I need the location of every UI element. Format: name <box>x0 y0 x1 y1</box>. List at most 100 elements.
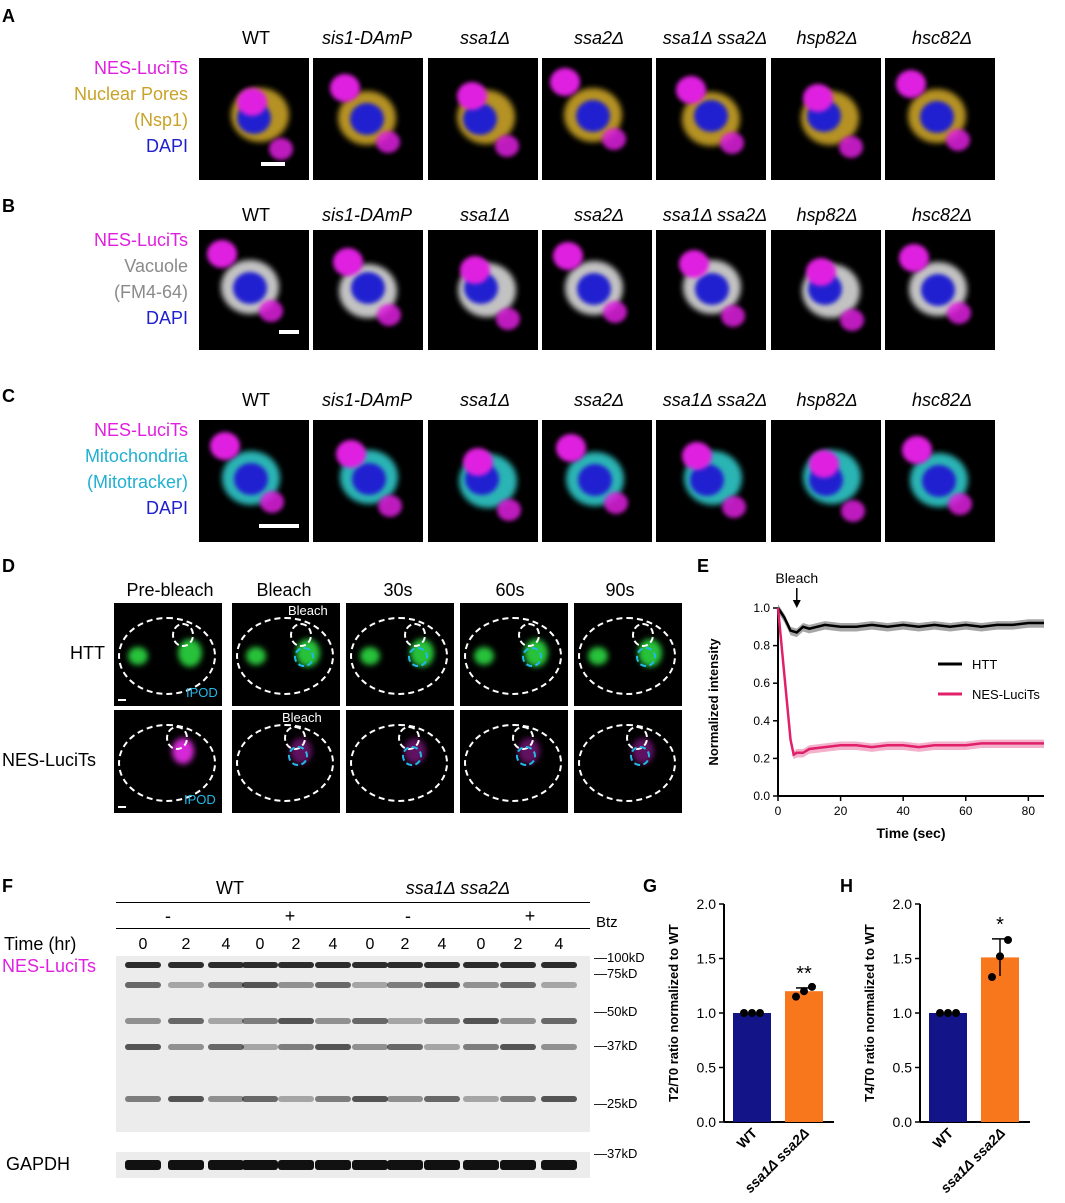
y-tick-label: 0.8 <box>753 639 770 653</box>
dapi-signal <box>577 273 611 305</box>
nes-lucits-signal <box>269 138 293 160</box>
y-tick-label: 1.0 <box>893 1005 913 1021</box>
nes-lucits-signal <box>550 68 580 96</box>
legend-a-3: DAPI <box>145 136 188 156</box>
htt-signal <box>246 647 266 665</box>
gapdh-band <box>387 1160 423 1170</box>
timepoint-label-0: Pre-bleach <box>126 580 214 600</box>
bleach-roi <box>630 746 650 766</box>
gapdh-band <box>242 1160 278 1170</box>
protein-band <box>278 1096 314 1102</box>
nes-lucits-signal <box>259 300 283 322</box>
ipod-outline <box>518 623 540 647</box>
bleach-label-0: Bleach <box>288 603 328 618</box>
protein-band <box>463 1044 499 1050</box>
strain-label-a-0: WT <box>242 28 270 48</box>
nes-lucits-signal <box>553 242 583 270</box>
frap-image-0-4 <box>574 603 682 706</box>
dapi-signal <box>576 100 610 132</box>
bleach-arrowhead <box>792 600 801 608</box>
gapdh-band <box>500 1160 536 1170</box>
protein-band <box>125 962 161 968</box>
protein-band <box>541 982 577 988</box>
protein-band <box>463 1018 499 1024</box>
y-axis-label: Normalized intensity <box>706 638 721 766</box>
bleach-roi <box>408 647 428 667</box>
y-tick-label: 1.5 <box>697 951 717 967</box>
legend-label-0: HTT <box>972 657 997 672</box>
cell-outline <box>236 617 334 695</box>
y-tick-label: 1.5 <box>893 951 913 967</box>
x-tick-label: 20 <box>834 804 848 818</box>
nes-lucits-signal <box>809 450 839 478</box>
nes-lucits-signal <box>237 88 267 116</box>
micrograph-b-4 <box>656 230 766 350</box>
nes-lucits-signal <box>899 244 929 272</box>
panel-letter-d: D <box>2 556 15 576</box>
protein-band <box>424 1096 460 1102</box>
dapi-signal <box>350 103 384 135</box>
protein-band <box>242 962 278 968</box>
panel-letter-a: A <box>2 6 15 26</box>
strain-label-c-5: hsp82Δ <box>796 390 858 410</box>
gapdh-mw-marker: —37kD <box>594 1146 638 1161</box>
bleach-roi <box>522 647 542 667</box>
protein-band <box>208 982 244 988</box>
nes-lucits-signal <box>495 135 519 157</box>
lane-label-5: 4 <box>328 936 338 953</box>
micrograph-c-6 <box>885 420 995 542</box>
protein-band <box>424 962 460 968</box>
significance-marker: * <box>996 914 1004 936</box>
protein-band <box>242 982 278 988</box>
nes-lucits-signal <box>676 76 706 104</box>
cell-outline <box>578 724 676 802</box>
htt-signal <box>128 647 148 665</box>
protein-band <box>424 1044 460 1050</box>
micrograph-a-0 <box>199 58 309 180</box>
y-tick-label: 2.0 <box>697 896 717 912</box>
t4-ratio-bar-chart: 0.0 0.5 1.0 1.5 2.0 T4/T0 ratio normalized to… <box>862 896 1030 1196</box>
cell-outline <box>578 617 676 695</box>
strain-label-a-1: sis1-DAmP <box>321 28 412 48</box>
timepoint-label-3: 60s <box>495 580 525 600</box>
nes-lucits-signal <box>376 131 400 153</box>
cell-outline <box>118 617 216 695</box>
timepoint-label-4: 90s <box>605 580 635 600</box>
y-tick-label: 1.0 <box>753 601 770 615</box>
ipod-outline <box>290 623 312 647</box>
micrograph-b-1 <box>313 230 423 350</box>
protein-band <box>352 1018 388 1024</box>
dapi-signal <box>352 463 386 495</box>
strain-label-b-4: ssa1Δ ssa2Δ <box>662 205 768 225</box>
dapi-signal <box>234 463 268 495</box>
nes-lucits-signal <box>330 74 360 102</box>
strain-label-b-3: ssa2Δ <box>573 205 625 225</box>
scale-bar <box>261 162 285 166</box>
nes-lucits-signal <box>806 258 836 286</box>
micrograph-a-5 <box>771 58 881 180</box>
frap-curve-chart: 0.0 0.2 0.4 0.6 0.8 1.0 0 20 40 60 80 Time (sec) Nor… <box>706 570 1044 841</box>
blot-group-label-1: ssa1Δ ssa2Δ <box>405 878 511 898</box>
legend-c-0: NES-LuciTs <box>93 420 188 440</box>
nes-lucits-signal <box>720 132 744 154</box>
mw-marker-1: —75kD <box>594 966 638 981</box>
protein-band <box>208 1096 244 1102</box>
strain-label-a-6: hsc82Δ <box>911 28 973 48</box>
protein-band <box>278 962 314 968</box>
category-label-0: WT <box>733 1124 760 1151</box>
nes-lucits-signal <box>840 309 864 331</box>
y-tick-label: 1.0 <box>697 1005 717 1021</box>
x-tick-label: 60 <box>959 804 973 818</box>
nes-lucits-signal <box>260 491 284 513</box>
blot-group-label-0: WT <box>216 878 244 898</box>
panel-letter-h: H <box>840 876 853 896</box>
protein-band <box>168 1096 204 1102</box>
micrograph-c-1 <box>313 420 423 542</box>
protein-band <box>208 1018 244 1024</box>
group-underline <box>116 902 590 903</box>
ipod-outline <box>404 623 426 647</box>
y-tick-label: 0.6 <box>753 676 770 690</box>
dapi-signal <box>921 274 955 306</box>
lane-label-6: 0 <box>365 936 375 953</box>
protein-band <box>387 1018 423 1024</box>
